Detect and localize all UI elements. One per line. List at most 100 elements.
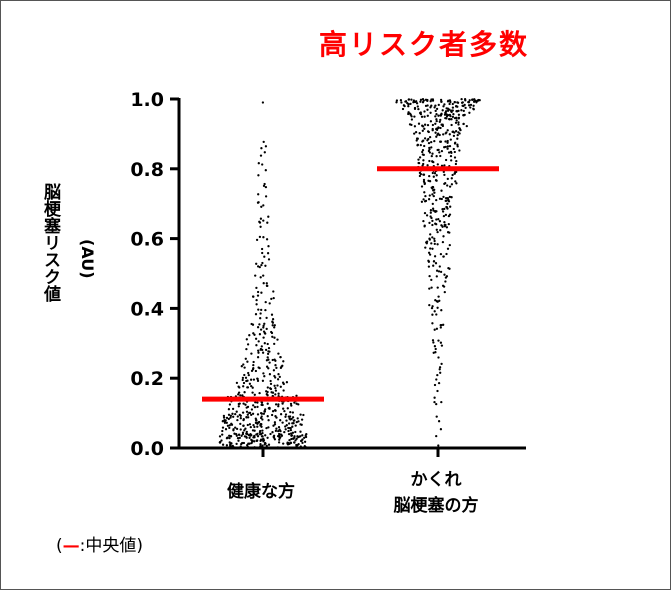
data-point-g0-b7-13 — [273, 324, 276, 327]
data-point-g0-b1-102 — [270, 413, 274, 417]
data-point-g1-b10-7 — [437, 270, 441, 273]
data-point-g0-b3-26 — [237, 393, 240, 396]
data-point-g1-b12-16 — [429, 233, 432, 236]
data-point-g1-b17-46 — [456, 143, 459, 146]
y-tick-label-3: 0.6 — [130, 229, 164, 251]
data-point-g1-b20-42 — [461, 101, 464, 104]
data-point-g0-b9-2 — [262, 274, 265, 277]
data-point-g0-b4-30 — [243, 366, 246, 369]
data-point-g1-b10-1 — [433, 255, 437, 258]
data-point-g1-b18-16 — [421, 129, 424, 132]
data-point-g0-b14-0 — [264, 185, 268, 189]
data-point-g0-b5-10 — [246, 343, 250, 346]
data-point-g1-b14-8 — [423, 191, 426, 194]
data-point-g0-b9-3 — [259, 276, 262, 279]
data-point-g1-b14-24 — [448, 185, 452, 188]
data-point-g0-b3-0 — [276, 384, 279, 387]
data-point-g1-b20-49 — [472, 100, 476, 103]
data-point-g1-b18-4 — [423, 123, 427, 126]
data-point-g1-b9-7 — [444, 276, 448, 279]
data-point-g1-b19-8 — [457, 113, 461, 116]
data-point-g1-b19-50 — [423, 110, 426, 113]
data-point-g0-b10-0 — [261, 261, 264, 265]
data-point-g0-b1-5 — [225, 416, 229, 420]
data-point-g1-b15-31 — [442, 170, 445, 174]
data-point-g1-b17-22 — [458, 149, 461, 152]
data-point-g1-b7-4 — [431, 322, 434, 325]
data-point-g1-b11-12 — [433, 242, 436, 246]
data-point-g0-b13-2 — [260, 205, 263, 208]
data-point-g0-b8-1 — [256, 294, 260, 297]
data-point-g1-b17-49 — [426, 139, 429, 142]
data-point-g1-b8-9 — [436, 300, 439, 303]
data-point-g0-b0-7 — [238, 436, 241, 440]
data-point-g0-b0-161 — [290, 434, 294, 437]
data-point-g0-b4-12 — [247, 373, 250, 377]
data-point-g1-b14-20 — [435, 198, 438, 202]
data-point-g0-b0-168 — [231, 444, 234, 448]
data-point-g1-b13-18 — [441, 210, 445, 213]
data-point-g1-b16-36 — [449, 150, 453, 154]
data-point-g0-b0-9 — [291, 431, 295, 434]
data-point-g1-b13-27 — [425, 214, 429, 217]
data-point-g0-b1-30 — [236, 415, 239, 418]
data-point-g1-b12-17 — [428, 221, 431, 225]
data-point-g0-b1-89 — [246, 413, 249, 416]
data-point-g0-b0-85 — [245, 430, 248, 434]
data-point-g0-b10-5 — [263, 255, 266, 258]
data-point-g0-b2-17 — [290, 404, 293, 407]
data-point-g0-b0-167 — [276, 446, 280, 449]
data-point-g1-b11-4 — [433, 237, 436, 240]
data-point-g0-b4-28 — [242, 363, 245, 366]
data-point-g0-b5-13 — [261, 351, 265, 354]
data-point-g0-b0-37 — [266, 446, 269, 449]
data-point-g0-b4-10 — [257, 366, 260, 369]
data-point-g1-b19-12 — [464, 106, 467, 110]
data-point-g1-b17-43 — [456, 133, 459, 137]
data-point-g1-b18-34 — [455, 119, 458, 122]
data-point-g0-b8-4 — [268, 302, 271, 305]
data-point-g1-b14-22 — [420, 200, 424, 203]
data-point-g1-b17-47 — [446, 139, 449, 143]
data-point-g0-b0-106 — [253, 446, 256, 449]
data-point-g0-b1-24 — [243, 429, 246, 432]
data-point-g1-b18-49 — [421, 125, 425, 128]
data-point-g1-b8-6 — [430, 306, 434, 310]
data-point-g1-b19-63 — [457, 109, 460, 113]
data-point-g0-b2-61 — [228, 403, 232, 406]
data-point-g1-b19-88 — [469, 106, 472, 109]
data-point-g1-b4-2 — [438, 368, 441, 371]
data-point-g0-b15-3 — [257, 174, 260, 177]
data-point-g1-b13-0 — [444, 213, 448, 217]
data-point-g1-b14-29 — [423, 200, 427, 203]
data-point-g1-b7-3 — [440, 323, 443, 327]
data-point-g0-b0-39 — [243, 435, 247, 438]
data-point-g1-b17-27 — [430, 140, 433, 144]
data-point-g1-b12-18 — [438, 220, 442, 223]
data-point-g1-b13-19 — [434, 210, 437, 213]
data-point-g1-b12-7 — [442, 235, 445, 238]
data-point-g0-b1-2 — [300, 418, 304, 421]
data-point-g1-b11-19 — [425, 241, 428, 244]
data-point-g0-b2-21 — [261, 403, 264, 407]
data-point-g1-b19-84 — [450, 110, 453, 114]
data-point-g1-b18-68 — [457, 131, 460, 134]
data-point-g0-b1-51 — [279, 419, 282, 422]
data-point-g1-b19-68 — [472, 108, 475, 111]
data-point-g0-b2-27 — [256, 401, 259, 404]
data-point-g1-b15-26 — [428, 180, 432, 183]
data-point-g1-b17-14 — [456, 137, 459, 140]
data-point-g1-b12-15 — [435, 223, 438, 226]
data-point-g0-b15-2 — [264, 169, 267, 172]
data-point-g0-b0-51 — [299, 445, 302, 448]
data-point-g0-b3-18 — [265, 393, 268, 396]
data-point-g1-b15-6 — [431, 171, 434, 175]
category-label-healthy-line-1: 健康な方 — [227, 482, 295, 502]
data-point-g0-b4-22 — [268, 361, 271, 364]
data-point-g0-b1-83 — [300, 423, 303, 426]
data-point-g0-b17-1 — [264, 145, 268, 148]
data-point-g1-b18-45 — [431, 123, 435, 127]
data-point-g1-b19-9 — [469, 103, 473, 107]
data-point-g0-b4-8 — [273, 374, 276, 378]
data-point-g0-b0-139 — [228, 436, 231, 440]
